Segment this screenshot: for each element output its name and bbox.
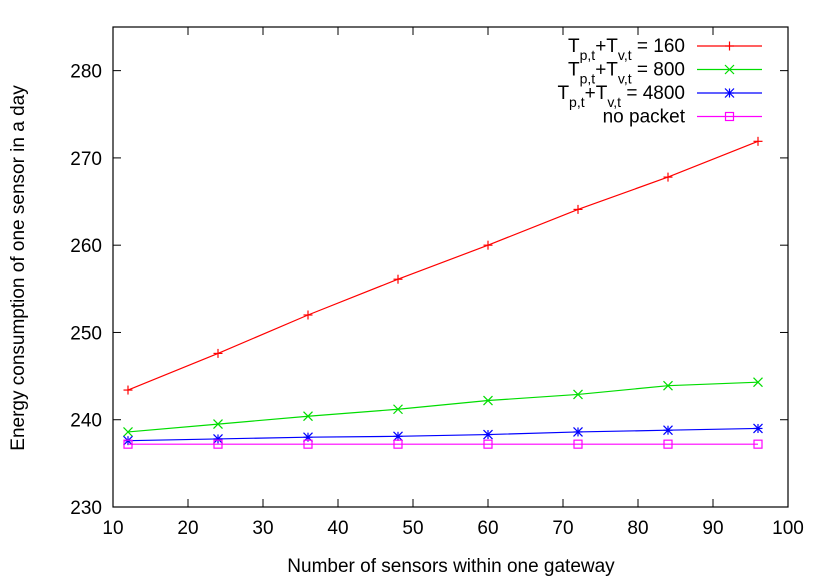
data-point xyxy=(753,377,763,388)
data-point xyxy=(483,395,493,406)
series-1 xyxy=(123,136,763,395)
data-point xyxy=(573,439,583,449)
y-tick-label: 240 xyxy=(70,411,102,432)
data-point xyxy=(724,64,735,75)
data-point xyxy=(123,385,133,395)
y-tick-label: 280 xyxy=(70,62,102,83)
data-point xyxy=(663,380,673,391)
data-point xyxy=(213,439,223,449)
legend-entry-4: no packet xyxy=(603,107,762,128)
data-point xyxy=(303,310,313,320)
data-point xyxy=(573,389,583,400)
series-line xyxy=(127,381,759,433)
data-point xyxy=(483,439,493,449)
data-point xyxy=(724,111,735,122)
x-tick-label: 70 xyxy=(552,518,573,539)
y-tick-label: 260 xyxy=(70,236,102,257)
x-tick-label: 90 xyxy=(702,518,723,539)
series-3 xyxy=(123,423,763,446)
data-point xyxy=(483,429,493,440)
data-point xyxy=(753,439,763,449)
series-line xyxy=(127,427,759,442)
series-group xyxy=(123,136,763,449)
series-line xyxy=(127,140,759,391)
data-point xyxy=(393,439,403,449)
data-point xyxy=(213,419,223,430)
y-tick-label: 270 xyxy=(70,149,102,170)
data-point xyxy=(123,439,133,449)
legend-label: Tp,t+Tv,t = 160 xyxy=(568,36,685,63)
data-point xyxy=(303,411,313,422)
legend-label: Tp,t+Tv,t = 4800 xyxy=(557,83,685,110)
legend-label: Tp,t+Tv,t = 800 xyxy=(568,60,685,87)
data-point xyxy=(753,423,763,434)
data-point xyxy=(393,431,403,442)
x-tick-label: 50 xyxy=(402,518,423,539)
data-point xyxy=(573,427,583,437)
legend-entry-1: Tp,t+Tv,t = 160 xyxy=(568,36,762,63)
axes: 10 20 30 40 50 60 70 80 90 100 230 240 250 260 270 280 xyxy=(70,26,804,539)
x-axis-title: Number of sensors within one gateway xyxy=(287,556,615,577)
data-point xyxy=(573,204,583,214)
x-tick-label: 60 xyxy=(477,518,498,539)
x-tick-label: 20 xyxy=(177,518,198,539)
data-point xyxy=(725,41,734,51)
data-point xyxy=(393,274,403,284)
x-tick-label: 10 xyxy=(102,518,123,539)
y-tick-label: 250 xyxy=(70,323,102,344)
series-2 xyxy=(123,377,763,437)
y-tick-label: 230 xyxy=(70,498,102,519)
plot-frame xyxy=(112,26,789,508)
series-4 xyxy=(123,439,763,449)
data-point xyxy=(663,439,673,449)
data-point xyxy=(483,240,493,250)
legend-entry-3: Tp,t+Tv,t = 4800 xyxy=(557,83,762,110)
x-tick-label: 100 xyxy=(772,518,804,539)
data-point xyxy=(393,404,403,415)
data-point xyxy=(213,348,223,358)
x-tick-label: 80 xyxy=(627,518,648,539)
data-point xyxy=(724,88,735,98)
y-axis-title: Energy consumption of one sensor in a da… xyxy=(8,85,29,451)
legend-entry-2: Tp,t+Tv,t = 800 xyxy=(568,60,762,87)
data-point xyxy=(123,427,133,437)
data-point xyxy=(663,425,673,436)
data-point xyxy=(213,434,223,444)
data-point xyxy=(753,136,763,146)
legend-label: no packet xyxy=(603,107,686,128)
x-tick-label: 40 xyxy=(327,518,348,539)
data-point xyxy=(663,172,673,182)
x-tick-label: 30 xyxy=(252,518,273,539)
data-point xyxy=(303,439,313,449)
